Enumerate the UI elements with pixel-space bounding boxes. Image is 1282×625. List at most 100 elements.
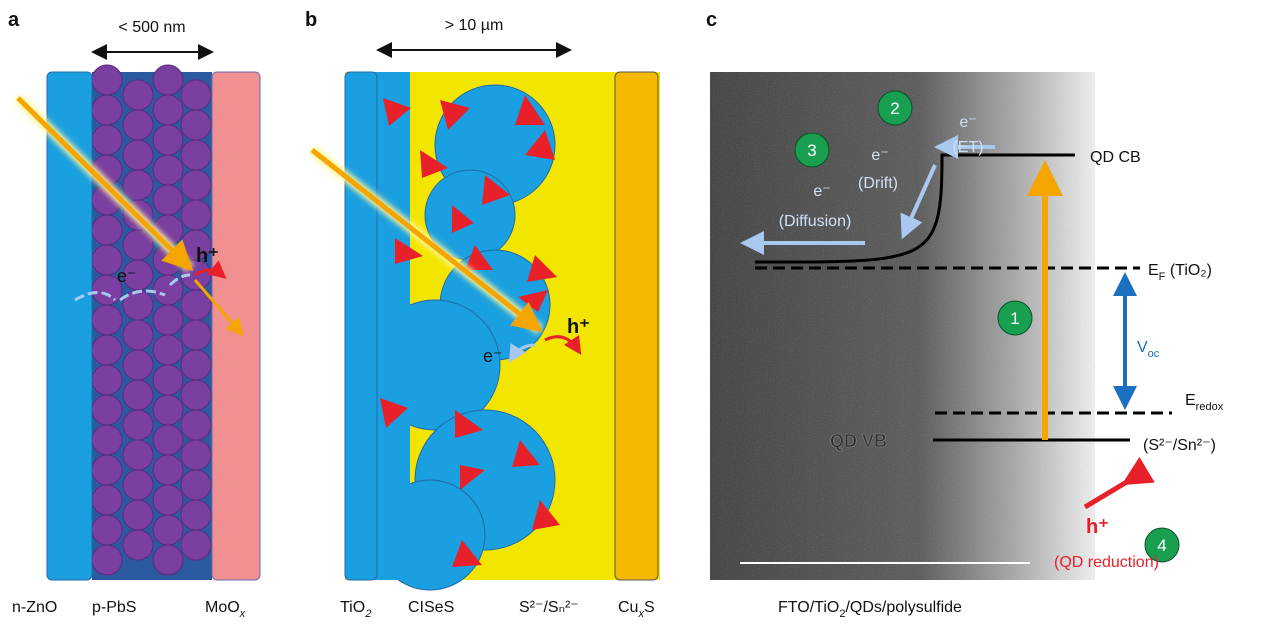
quantum-dot (123, 110, 153, 140)
step-number: 1 (1010, 309, 1019, 328)
layer-sub: 2 (364, 608, 371, 620)
quantum-dot (92, 305, 122, 335)
layer-label: TiO2 (340, 599, 371, 620)
quantum-dot (181, 530, 211, 560)
electron: e⁻ (813, 183, 830, 200)
quantum-dot (123, 410, 153, 440)
quantum-dot (92, 485, 122, 515)
quantum-dot (123, 470, 153, 500)
quantum-dot (153, 65, 183, 95)
drift-label: (Drift) (858, 175, 898, 192)
step-number: 2 (890, 99, 899, 118)
voc-sub: oc (1148, 348, 1160, 360)
quantum-dot (181, 80, 211, 110)
layer-base: p-PbS (92, 599, 136, 616)
quantum-dot (123, 500, 153, 530)
quantum-dot (153, 485, 183, 515)
quantum-dot (92, 365, 122, 395)
quantum-dot (153, 305, 183, 335)
quantum-dot (92, 95, 122, 125)
layer-labels: TiO2 CISeS S²⁻/Sₙ²⁻ CuxS (340, 599, 655, 620)
quantum-dot (153, 395, 183, 425)
quantum-dot (123, 140, 153, 170)
quantum-dot (181, 350, 211, 380)
quantum-dot (92, 395, 122, 425)
eredox-base: E (1185, 392, 1196, 409)
layer-label: CuxS (618, 599, 655, 620)
quantum-dot (181, 500, 211, 530)
voc-label: Voc (1137, 339, 1160, 360)
diffusion-label: (Diffusion) (779, 213, 852, 230)
layer-sub: x (239, 608, 246, 620)
electron: e⁻ (871, 147, 888, 164)
step-number: 4 (1157, 536, 1166, 555)
quantum-dot (123, 350, 153, 380)
layer-labels: n-ZnO p-PbS MoOx (12, 599, 246, 620)
quantum-dot (92, 545, 122, 575)
tio2-layer (345, 72, 377, 580)
figure: a < 500 nm e⁻ h⁺ n-ZnO p-PbS MoOx b > 10 µ… (0, 0, 1282, 625)
quantum-dot (181, 200, 211, 230)
quantum-dot (181, 410, 211, 440)
quantum-dot (92, 125, 122, 155)
quantum-dot (153, 365, 183, 395)
layer-base: Cu (618, 599, 638, 616)
quantum-dot (92, 215, 122, 245)
hole: h⁺ (567, 316, 590, 338)
quantum-dot (153, 155, 183, 185)
panel-label: b (305, 9, 317, 31)
layer-label: p-PbS (92, 599, 136, 616)
quantum-dot (181, 470, 211, 500)
qd-vb-label: QD VB (830, 431, 887, 451)
electron: e⁻ (959, 114, 976, 131)
dimension: < 500 nm (118, 19, 185, 36)
quantum-dot (92, 335, 122, 365)
layer-base: n-ZnO (12, 599, 57, 616)
reduction-label: (QD reduction) (1054, 554, 1159, 571)
quantum-dot (123, 320, 153, 350)
dimension: > 10 µm (445, 17, 504, 34)
quantum-dot (181, 170, 211, 200)
step-number: 3 (807, 141, 816, 160)
layer-tail: S (644, 599, 655, 616)
sem-texture (710, 72, 1095, 580)
electron: e⁻ (117, 266, 137, 286)
redox-couple: (S²⁻/Sn²⁻) (1143, 437, 1216, 454)
panel-label: a (8, 9, 20, 31)
qd-cb-label: QD CB (1090, 149, 1141, 166)
quantum-dot (153, 545, 183, 575)
layer-base: MoO (205, 599, 240, 616)
layer-base: CISeS (408, 599, 454, 616)
quantum-dot (181, 110, 211, 140)
cuxs-layer (615, 72, 658, 580)
quantum-dot (181, 380, 211, 410)
quantum-dot (181, 440, 211, 470)
layer-label: CISeS (408, 599, 454, 616)
quantum-dot (153, 335, 183, 365)
quantum-dot (92, 515, 122, 545)
electron: e⁻ (483, 346, 503, 366)
layer-label: MoOx (205, 599, 246, 620)
quantum-dot (123, 230, 153, 260)
quantum-dot (153, 125, 183, 155)
quantum-dot (123, 80, 153, 110)
quantum-dot (123, 530, 153, 560)
ef-label: EF (TiO₂) (1148, 262, 1212, 283)
caption-part: FTO/TiO (778, 599, 839, 616)
quantum-dot (153, 95, 183, 125)
hole: h⁺ (196, 245, 219, 267)
layer-base: TiO (340, 599, 365, 616)
quantum-dot (153, 515, 183, 545)
ef-tail: (TiO₂) (1165, 262, 1212, 279)
quantum-dot (92, 65, 122, 95)
panel-label: c (706, 9, 717, 31)
eredox-sub: redox (1196, 401, 1224, 413)
layer-label: S²⁻/Sₙ²⁻ (519, 599, 579, 616)
quantum-dot (153, 455, 183, 485)
quantum-dot (153, 425, 183, 455)
caption-part: /QDs/polysulfide (845, 599, 962, 616)
caption: FTO/TiO2/QDs/polysulfide (778, 599, 962, 620)
quantum-dot (153, 185, 183, 215)
quantum-dot (181, 320, 211, 350)
layer-base: S²⁻/Sₙ²⁻ (519, 599, 579, 616)
